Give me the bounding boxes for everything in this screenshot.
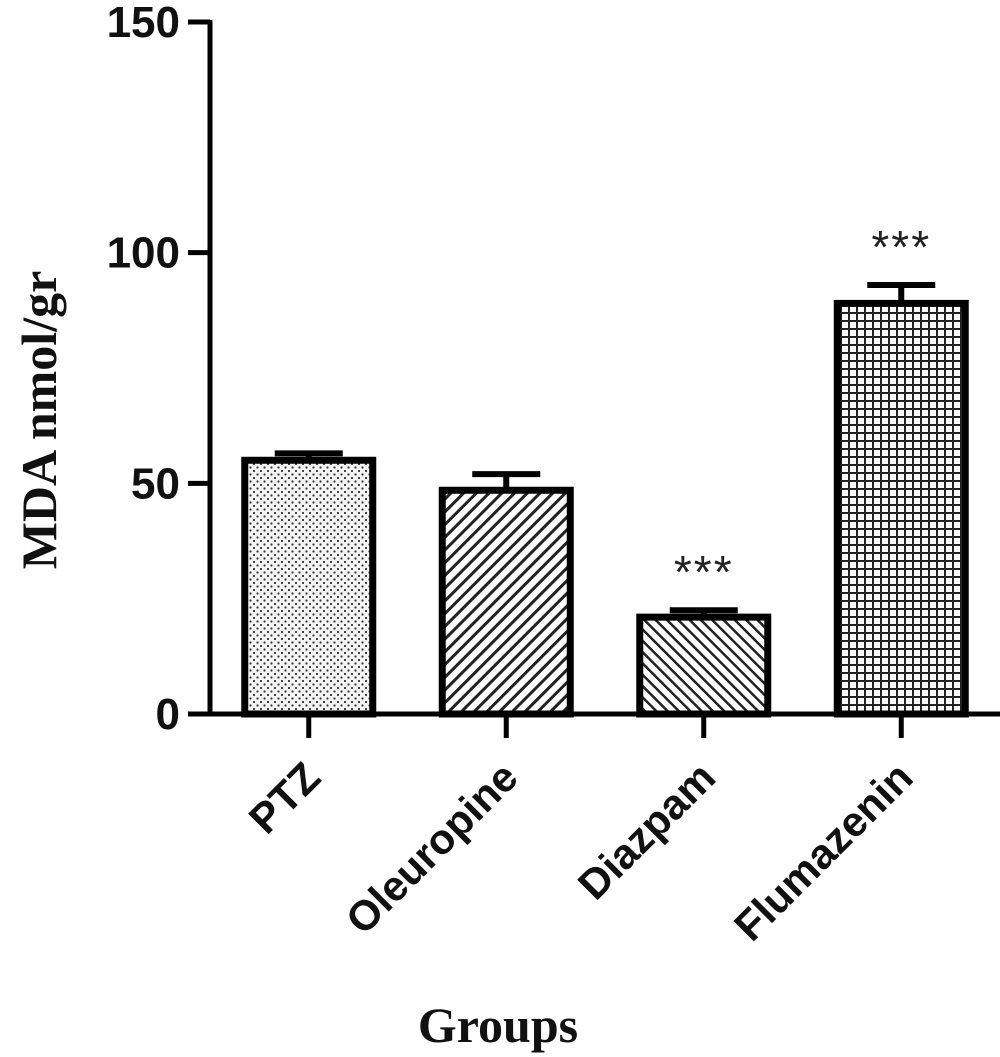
y-axis-title: MDA nmol/gr <box>11 271 67 570</box>
bar-flumazenin <box>833 299 969 718</box>
error-bars <box>274 281 936 618</box>
x-tick-label: Flumazenin <box>725 753 922 950</box>
y-tick-label: 150 <box>107 0 180 47</box>
y-tick-label: 100 <box>107 229 180 278</box>
x-tick-label: Diazpam <box>569 753 724 908</box>
x-ticks: PTZ Oleuropine Diazpam Flumazenin <box>240 714 922 950</box>
significance-marker: *** <box>674 546 734 598</box>
bars <box>241 299 969 718</box>
y-tick-label: 0 <box>156 690 180 739</box>
significance-marker: *** <box>871 221 931 273</box>
x-tick-label: PTZ <box>240 753 329 842</box>
y-tick-label: 50 <box>131 459 180 508</box>
bar-oleuropine <box>438 486 574 718</box>
significance-markers: *** *** <box>674 221 931 598</box>
bar-ptz <box>241 456 377 718</box>
bar-diazpam <box>636 613 772 718</box>
x-axis-title: Groups <box>418 997 578 1053</box>
x-tick-label: Oleuropine <box>337 753 527 943</box>
y-ticks: 0 50 100 150 <box>107 0 210 739</box>
